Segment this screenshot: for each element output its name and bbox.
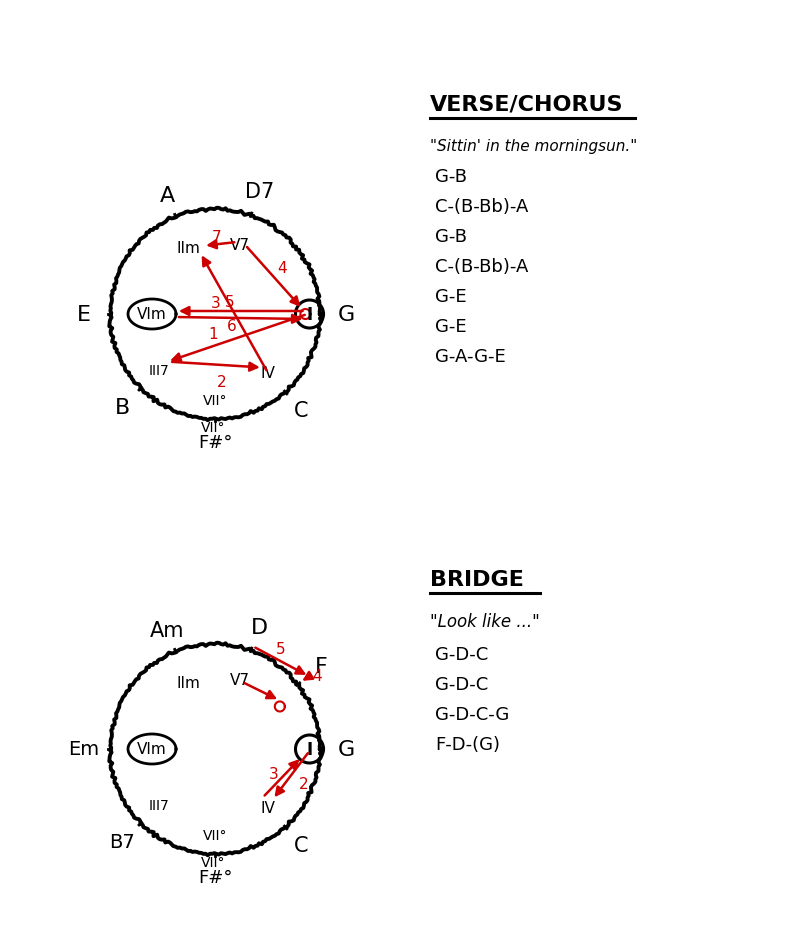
- Text: C-(B-Bb)-A: C-(B-Bb)-A: [435, 258, 528, 276]
- Text: G-D-C: G-D-C: [435, 675, 488, 693]
- Text: F#°: F#°: [198, 868, 232, 886]
- Text: VII°: VII°: [201, 421, 226, 435]
- Text: F-D-(G): F-D-(G): [435, 735, 500, 753]
- Text: 2: 2: [298, 776, 309, 791]
- Text: 3: 3: [269, 766, 278, 781]
- Text: G-E: G-E: [435, 288, 466, 306]
- Text: VIm: VIm: [137, 307, 167, 322]
- Text: V7: V7: [230, 673, 250, 688]
- Text: G: G: [338, 739, 355, 759]
- Text: G-B: G-B: [435, 228, 467, 245]
- Text: IV: IV: [260, 365, 275, 380]
- Text: V7: V7: [230, 238, 250, 253]
- Text: F#°: F#°: [198, 433, 232, 451]
- Text: III7: III7: [149, 363, 170, 378]
- Text: VERSE/CHORUS: VERSE/CHORUS: [430, 95, 623, 115]
- Text: 7: 7: [211, 229, 221, 244]
- Text: 5: 5: [276, 641, 286, 656]
- Text: G-D-C: G-D-C: [435, 646, 488, 664]
- Text: VII°: VII°: [202, 828, 227, 842]
- Text: I: I: [306, 740, 313, 758]
- Text: D7: D7: [246, 181, 274, 201]
- Text: C-(B-Bb)-A: C-(B-Bb)-A: [435, 198, 528, 216]
- Text: VII°: VII°: [201, 855, 226, 869]
- Text: 4: 4: [313, 668, 322, 683]
- Text: 5: 5: [225, 295, 234, 311]
- Text: B: B: [114, 397, 130, 417]
- Text: C: C: [294, 400, 309, 420]
- Text: D: D: [251, 617, 268, 637]
- Text: Am: Am: [150, 620, 184, 641]
- Text: IV: IV: [260, 801, 275, 816]
- Text: B7: B7: [110, 833, 135, 851]
- Text: G: G: [338, 305, 355, 325]
- Text: "Look like ...": "Look like ...": [430, 613, 540, 631]
- Text: "Sittin' in the morningsun.": "Sittin' in the morningsun.": [430, 140, 638, 154]
- Text: IIm: IIm: [176, 241, 200, 256]
- Text: 1: 1: [209, 327, 218, 342]
- Text: G-D-C-G: G-D-C-G: [435, 705, 510, 723]
- Text: III7: III7: [149, 798, 170, 812]
- Text: Em: Em: [68, 740, 99, 759]
- Text: BRIDGE: BRIDGE: [430, 569, 524, 589]
- Text: F: F: [314, 657, 327, 677]
- Text: I: I: [306, 306, 313, 324]
- Text: G-A-G-E: G-A-G-E: [435, 347, 506, 365]
- Text: A: A: [159, 186, 174, 206]
- Text: 2: 2: [217, 374, 226, 389]
- Text: VIm: VIm: [137, 742, 167, 757]
- Text: VII°: VII°: [202, 394, 227, 408]
- Text: 4: 4: [277, 261, 286, 276]
- Text: E: E: [77, 305, 90, 325]
- Text: 3: 3: [211, 295, 221, 311]
- Text: G-E: G-E: [435, 318, 466, 336]
- Text: C: C: [294, 835, 309, 855]
- Text: IIm: IIm: [176, 676, 200, 691]
- Text: G-B: G-B: [435, 168, 467, 186]
- Text: 6: 6: [227, 319, 237, 334]
